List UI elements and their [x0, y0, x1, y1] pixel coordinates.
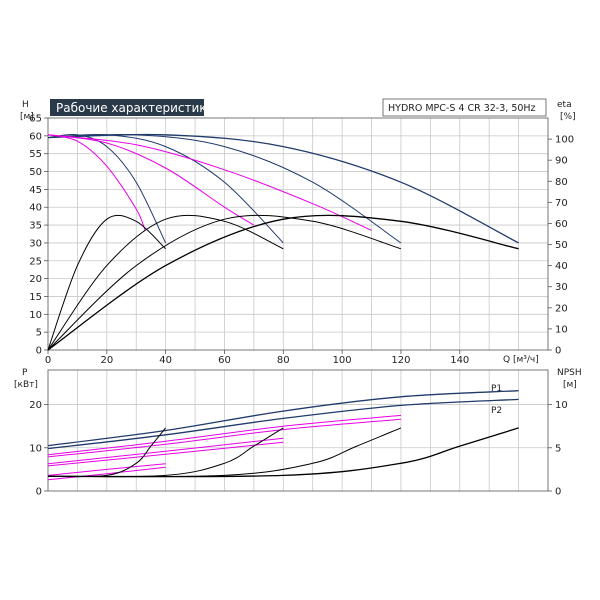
right-tick-label: 100 [555, 135, 574, 146]
right-tick-label: 0 [555, 346, 561, 357]
left-tick-label: 20 [29, 274, 42, 285]
series-line-h-reduced-2 [47, 134, 255, 226]
series-line-h-2-pumps [47, 133, 284, 244]
x-tick-label: 0 [45, 355, 51, 366]
right-tick-label: 10 [555, 324, 568, 335]
right-tick-label: 30 [555, 282, 568, 293]
right-tick-label: 5 [555, 443, 561, 454]
left-tick-label: 20 [29, 400, 42, 411]
chart-title: Рабочие характеристики [56, 101, 214, 115]
series-line-h-reduced-3 [47, 134, 372, 231]
x-tick-label: 80 [277, 355, 290, 366]
series-line-p1 [47, 390, 519, 447]
left-tick-label: 65 [29, 114, 42, 125]
series-line-p1-reduced-1 [47, 414, 401, 456]
series-line-eta-4-pumps [47, 214, 519, 351]
bottom-chart-series [47, 390, 519, 481]
y-right-label-unit: [%] [560, 112, 576, 122]
x-tick-label: 20 [100, 355, 113, 366]
series-line-npsh-4-pumps [47, 427, 519, 478]
p-label-top: P [22, 368, 28, 378]
x-tick-label: 40 [159, 355, 172, 366]
x-tick-label: 140 [450, 355, 469, 366]
npsh-label-unit: [м] [563, 380, 577, 390]
left-tick-label: 60 [29, 131, 42, 142]
series-line-p2-reduced-1 [47, 418, 401, 458]
bottom-chart-grid [48, 370, 548, 491]
bottom-chart-frame [47, 369, 549, 492]
title-box [50, 99, 204, 116]
left-tick-label: 25 [29, 256, 42, 267]
right-tick-label: 70 [555, 198, 568, 209]
series-line-h-1-pump [47, 133, 167, 244]
right-tick-label: 0 [555, 487, 561, 498]
legend-p2: P2 [491, 406, 502, 416]
bottom-chart-ticks: 0 10 20 0 5 10 [29, 400, 567, 497]
right-tick-label: 40 [555, 261, 568, 272]
top-chart-ticks: 0 5 10 15 20 25 30 35 40 45 50 55 60 65 0 10 20 30 40 50 60 7… [29, 114, 574, 367]
right-tick-label: 10 [555, 400, 568, 411]
left-tick-label: 55 [29, 149, 42, 160]
series-line-p-reduced-3 [47, 463, 166, 476]
left-tick-label: 45 [29, 185, 42, 196]
x-axis-label: Q [м³/ч] [503, 355, 539, 365]
series-line-h-reduced-1 [47, 134, 146, 231]
series-line-p2 [47, 398, 519, 450]
series-line-eta-2-pumps [47, 214, 284, 351]
top-chart-grid [48, 118, 548, 350]
left-tick-label: 15 [29, 292, 42, 303]
left-tick-label: 0 [36, 487, 42, 498]
series-line-eta-3-pumps [47, 214, 402, 351]
right-tick-label: 50 [555, 240, 568, 251]
left-tick-label: 0 [36, 346, 42, 357]
right-tick-label: 90 [555, 156, 568, 167]
left-tick-label: 35 [29, 221, 42, 232]
right-tick-label: 60 [555, 219, 568, 230]
legend-p1: P1 [491, 384, 502, 394]
left-tick-label: 5 [36, 328, 42, 339]
right-tick-label: 80 [555, 177, 568, 188]
series-line-p-reduced-3b [47, 466, 166, 481]
y-right-label-top: eta [557, 100, 572, 110]
y-left-label-unit: [м] [20, 112, 34, 122]
series-line-p1-reduced-2 [47, 437, 284, 465]
subtitle-box [382, 98, 547, 117]
right-tick-label: 20 [555, 303, 568, 314]
left-tick-label: 50 [29, 167, 42, 178]
x-tick-label: 60 [218, 355, 231, 366]
chart-subtitle: HYDRO MPC-S 4 CR 32-3, 50Hz [388, 103, 536, 114]
x-tick-label: 120 [391, 355, 410, 366]
left-tick-label: 10 [29, 310, 42, 321]
left-tick-label: 10 [29, 443, 42, 454]
npsh-label-top: NPSH [557, 368, 582, 378]
left-tick-label: 30 [29, 238, 42, 249]
x-tick-label: 100 [333, 355, 352, 366]
p-label-unit: [кВт] [14, 380, 38, 390]
top-chart-series [47, 133, 519, 351]
y-left-label-top: H [22, 100, 29, 110]
top-chart-frame [47, 117, 549, 351]
left-tick-label: 40 [29, 203, 42, 214]
series-line-eta-1-pump [47, 214, 166, 351]
series-line-h-4-pumps [47, 133, 519, 244]
